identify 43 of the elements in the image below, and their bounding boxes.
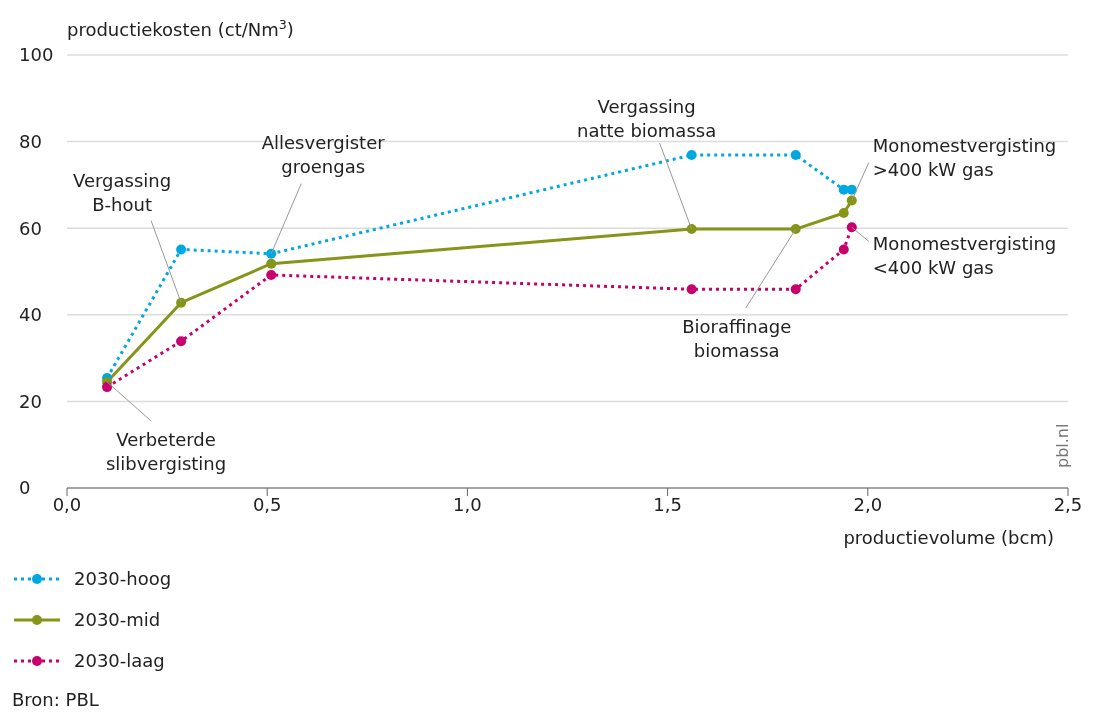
point <box>846 195 857 206</box>
point <box>686 284 697 295</box>
point <box>686 224 697 235</box>
point <box>838 244 849 255</box>
x-axis-title: productievolume (bcm) <box>843 527 1054 548</box>
text: Bron: PBL <box>12 689 100 710</box>
y-tick-label: 100 <box>19 44 54 66</box>
y-tick-label: 60 <box>19 217 42 239</box>
annotation: pbl.nl <box>1053 423 1072 468</box>
point <box>846 184 857 195</box>
x-tick-label: 2,0 <box>853 493 883 515</box>
point <box>176 297 187 308</box>
x-tick-label: 0,0 <box>52 493 82 515</box>
annotation: Vergassing natte biomassa <box>577 96 717 142</box>
point <box>838 208 849 219</box>
x-tick-label: 1,5 <box>653 493 682 515</box>
annotation: Verbeterde slibvergisting <box>105 428 227 474</box>
legend-label: 2030-hoog <box>74 568 172 589</box>
x-tick-label: 1,0 <box>453 493 482 515</box>
point <box>266 269 277 280</box>
point <box>686 150 697 161</box>
point <box>790 150 801 161</box>
legend-label: 2030-laag <box>74 650 165 671</box>
annotation: Monomestvergisting <400 kW gas <box>872 233 1057 279</box>
point <box>790 284 801 295</box>
y-tick-label: 0 <box>19 477 31 499</box>
annotation: Vergassing B-hout <box>73 169 172 215</box>
y-tick-label: 80 <box>19 130 42 152</box>
legend-label: 2030-mid <box>74 609 161 630</box>
y-tick-label: 40 <box>19 304 42 326</box>
point <box>176 336 187 347</box>
point <box>176 244 187 255</box>
annotation: Monomestvergisting >400 kW gas <box>872 135 1057 181</box>
x-tick-label: 2,5 <box>1053 493 1083 515</box>
annotation: Bioraffinage biomassa <box>682 316 792 362</box>
point <box>266 258 277 269</box>
point <box>266 248 277 259</box>
y-axis-title: productiekosten (ct/Nm$^{3}$) <box>67 16 294 40</box>
y-tick-label: 20 <box>19 390 42 412</box>
x-tick-label: 0,5 <box>252 493 282 515</box>
annotation: Allesvergister groengas <box>261 131 386 177</box>
point <box>790 224 801 235</box>
point <box>846 222 857 233</box>
